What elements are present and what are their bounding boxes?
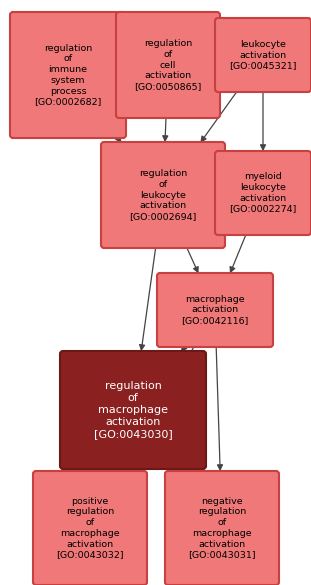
Text: positive
regulation
of
macrophage
activation
[GO:0043032]: positive regulation of macrophage activa… (56, 497, 124, 559)
Text: regulation
of
immune
system
process
[GO:0002682]: regulation of immune system process [GO:… (34, 44, 102, 106)
FancyBboxPatch shape (157, 273, 273, 347)
FancyBboxPatch shape (101, 142, 225, 248)
FancyBboxPatch shape (165, 471, 279, 585)
Text: regulation
of
leukocyte
activation
[GO:0002694]: regulation of leukocyte activation [GO:0… (129, 169, 197, 221)
FancyBboxPatch shape (10, 12, 126, 138)
Text: regulation
of
macrophage
activation
[GO:0043030]: regulation of macrophage activation [GO:… (94, 381, 172, 439)
Text: leukocyte
activation
[GO:0045321]: leukocyte activation [GO:0045321] (229, 40, 297, 70)
FancyBboxPatch shape (116, 12, 220, 118)
FancyBboxPatch shape (215, 151, 311, 235)
FancyBboxPatch shape (215, 18, 311, 92)
FancyBboxPatch shape (33, 471, 147, 585)
Text: myeloid
leukocyte
activation
[GO:0002274]: myeloid leukocyte activation [GO:0002274… (229, 173, 297, 214)
FancyBboxPatch shape (60, 351, 206, 469)
Text: negative
regulation
of
macrophage
activation
[GO:0043031]: negative regulation of macrophage activa… (188, 497, 256, 559)
Text: regulation
of
cell
activation
[GO:0050865]: regulation of cell activation [GO:005086… (134, 39, 202, 91)
Text: macrophage
activation
[GO:0042116]: macrophage activation [GO:0042116] (181, 295, 249, 325)
